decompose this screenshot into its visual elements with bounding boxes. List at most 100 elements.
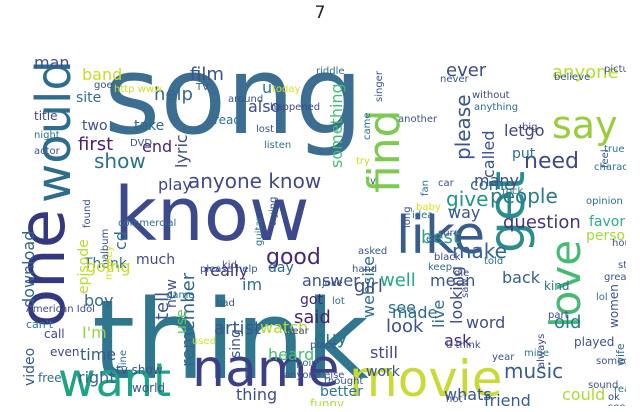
cloud-word-tv: TV — [195, 82, 209, 93]
cloud-word-without: without — [472, 90, 510, 101]
cloud-word-place: place — [310, 340, 337, 351]
cloud-word-free: free — [38, 371, 62, 385]
cloud-word-watch: watch — [260, 318, 308, 337]
cloud-word-better: better — [320, 384, 363, 400]
cloud-word-wife: wife — [614, 343, 626, 366]
cloud-word-riddle: riddle — [316, 66, 345, 77]
cloud-word-work: work — [366, 364, 401, 380]
cloud-word-picture: picture — [604, 64, 626, 75]
cloud-word-think: think — [92, 276, 369, 404]
cloud-word-die: die — [454, 268, 469, 279]
cloud-word-never: never — [440, 74, 470, 85]
cloud-word-film: film — [190, 64, 224, 85]
cloud-word-character: character — [594, 162, 626, 173]
cloud-word-sound: sound — [588, 380, 618, 391]
cloud-word-right: right — [78, 368, 116, 387]
word-cloud: song think know movie want name one would likege… — [14, 34, 626, 406]
cloud-word-sing: sing — [228, 329, 244, 358]
cloud-word-game: game — [166, 290, 194, 301]
cloud-word-long: long — [402, 206, 413, 228]
cloud-word-anything: anything — [474, 102, 518, 113]
cloud-word-friend: friend — [484, 391, 531, 406]
cloud-word-website: website — [359, 256, 378, 318]
cloud-word-give: give — [446, 187, 488, 211]
cloud-word-like: like — [396, 206, 485, 266]
plot-title: 7 — [314, 3, 326, 23]
cloud-word-etc: etc — [426, 234, 442, 245]
cloud-word-use: use — [174, 309, 190, 334]
cloud-word-need: need — [524, 149, 579, 174]
cloud-word-trying: trying — [268, 197, 279, 226]
cloud-word-first: first — [78, 134, 113, 155]
cloud-word-i-m: I'm — [82, 323, 107, 342]
cloud-word-came: came — [362, 112, 373, 140]
cloud-word-tell: tell — [152, 292, 173, 320]
cloud-word-always: always — [536, 334, 547, 368]
cloud-word-thought: thought — [324, 376, 363, 387]
cloud-word-found: found — [82, 199, 93, 228]
cloud-word-line: line — [118, 350, 129, 368]
cloud-word-around: around — [228, 94, 263, 105]
cloud-word-heard: heard — [268, 345, 314, 364]
cloud-word-old: old — [554, 312, 581, 333]
cloud-word-way: way — [448, 203, 480, 222]
cloud-word-band: band — [82, 65, 122, 84]
cloud-word-lot: lot — [332, 296, 345, 307]
cloud-word-thank: Thank — [83, 256, 128, 272]
cloud-word-ever: ever — [446, 60, 487, 81]
cloud-word-point: point — [296, 358, 322, 369]
cloud-word-baby: baby — [416, 202, 441, 213]
cloud-word-thing: thing — [236, 385, 277, 404]
cloud-word-want: want — [58, 353, 171, 406]
cloud-word-please: please — [451, 94, 475, 160]
cloud-word-come: come — [470, 175, 514, 194]
cloud-word-lol: lol — [596, 292, 608, 303]
cloud-word-im: im — [242, 275, 262, 294]
cloud-word-movie: movie — [349, 350, 503, 406]
cloud-word-going: going — [86, 257, 131, 276]
cloud-word-saw: saw — [460, 278, 471, 298]
cloud-word-video: video — [22, 348, 38, 386]
cloud-word-joke: joke — [321, 278, 342, 289]
cloud-word-actor: actor — [34, 146, 61, 157]
cloud-word-today: today — [272, 84, 301, 95]
cloud-word-site: site — [76, 90, 101, 106]
cloud-word-find: find — [359, 109, 410, 193]
cloud-word-person: person — [586, 228, 626, 244]
cloud-word-something: something — [327, 83, 346, 168]
cloud-word-girl: girl — [354, 276, 383, 297]
cloud-word-boy: boy — [84, 291, 113, 310]
cloud-word-much: much — [136, 252, 175, 268]
cloud-word-mine: mine — [524, 348, 549, 359]
cloud-word-singer: singer — [374, 70, 385, 102]
cloud-word-listen: listen — [264, 140, 291, 151]
cloud-word-big: big — [522, 122, 537, 133]
cloud-word-can-t: can't — [26, 318, 54, 331]
cloud-word-kind: kind — [544, 279, 570, 293]
cloud-word-commercial: commercial — [118, 218, 176, 229]
cloud-word-goe: goe — [94, 80, 113, 91]
cloud-word-seen: seen — [608, 402, 626, 406]
cloud-word-opinion: opinion — [586, 196, 623, 207]
cloud-word-fan: fan — [420, 180, 431, 196]
cloud-word-another: another — [398, 114, 438, 125]
cloud-word-look: look — [386, 316, 424, 337]
cloud-word-get: get — [478, 171, 536, 253]
cloud-word-title: title — [34, 109, 57, 123]
cloud-word-anyone-else: anyone else — [284, 370, 344, 381]
cloud-word-dvd: DVD — [130, 138, 152, 149]
cloud-word-would: would — [26, 60, 82, 203]
cloud-word-answer: answer — [302, 271, 360, 290]
cloud-word-say: say — [552, 103, 618, 147]
cloud-word-true: true — [604, 144, 625, 155]
cloud-word-name: name — [192, 339, 339, 399]
cloud-word-guitar: guitar — [254, 215, 265, 246]
cloud-word-night: night — [34, 130, 60, 141]
cloud-word-used: used — [192, 336, 216, 347]
cloud-word-u: u — [262, 78, 272, 97]
cloud-word-feel: feel — [600, 149, 611, 168]
cloud-word-please-help: please help — [200, 264, 258, 275]
cloud-word-ok: ok — [608, 392, 620, 403]
cloud-word-black: black — [434, 252, 461, 263]
cloud-word-hand: hand — [352, 264, 377, 275]
